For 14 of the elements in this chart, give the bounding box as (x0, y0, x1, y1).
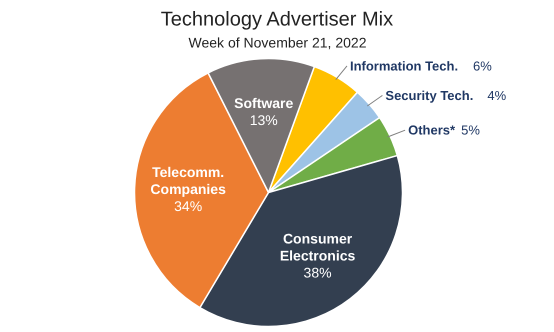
chart-title: Technology Advertiser Mix (160, 8, 394, 30)
slice-label: Security Tech. (385, 88, 474, 103)
slice-label: Others* (408, 122, 456, 138)
data-label: 38% (304, 264, 332, 281)
slice-label: Telecomm. Companies (150, 164, 226, 198)
chart-subtitle: Week of November 21, 2022 (188, 34, 367, 50)
slice-label: Software (234, 95, 294, 112)
data-label: 34% (174, 198, 202, 214)
slice-label: Consumer Electronics (280, 230, 356, 264)
slice-label: Information Tech. (350, 58, 458, 74)
data-label: 5% (461, 122, 480, 138)
data-label: 4% (487, 88, 507, 103)
data-label: 6% (472, 58, 492, 74)
data-label: 13% (250, 112, 278, 128)
